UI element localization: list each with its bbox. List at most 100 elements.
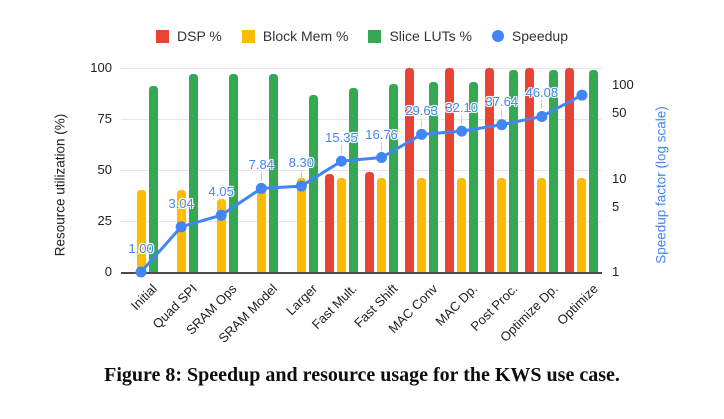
legend-item-slice-luts: Slice LUTs %: [368, 28, 472, 44]
legend-swatch-slice-luts: [368, 29, 382, 43]
speedup-point: [576, 89, 588, 101]
bar-slice-luts: [509, 70, 519, 272]
bar-slice-luts: [228, 74, 238, 272]
right-axis-tick-label: 100: [612, 77, 634, 92]
label-leader-line: [461, 115, 463, 125]
bar-block-mem: [537, 178, 547, 272]
bar-slice-luts: [589, 70, 599, 272]
speedup-point: [536, 110, 548, 122]
speedup-point: [135, 266, 147, 278]
speedup-value-label: 16.76: [365, 126, 398, 142]
right-axis-tick-label: 50: [612, 105, 627, 121]
bar-dsp: [525, 68, 535, 272]
bar-block-mem: [256, 190, 266, 272]
bar-slice-luts: [188, 74, 198, 272]
bar-block-mem: [497, 178, 507, 272]
legend-swatch-dsp: [156, 29, 169, 43]
label-leader-line: [220, 199, 222, 209]
bar-block-mem: [216, 198, 226, 272]
label-leader-line: [260, 172, 262, 182]
speedup-value-label: 4.05: [208, 184, 234, 200]
label-leader-line: [381, 141, 383, 151]
label-leader-line: [300, 170, 302, 180]
chart-legend: DSP % Block Mem % Slice LUTs % Speedup: [0, 28, 724, 44]
left-axis-tick-label: 50: [97, 162, 112, 177]
bar-dsp: [445, 68, 455, 272]
legend-label-dsp: DSP %: [177, 28, 222, 44]
bar-block-mem: [336, 178, 346, 272]
bar-dsp: [324, 174, 334, 272]
speedup-value-label: 8.30: [288, 155, 315, 171]
gridline: [121, 119, 602, 120]
speedup-point: [376, 152, 388, 164]
right-axis-title: Speedup factor (log scale): [653, 106, 669, 264]
label-leader-line: [501, 108, 503, 118]
bar-slice-luts: [469, 82, 479, 272]
speedup-value-label: 15.35: [325, 130, 358, 146]
speedup-point: [416, 128, 428, 140]
legend-swatch-speedup: [491, 30, 504, 42]
bar-dsp: [565, 68, 575, 272]
legend-item-dsp: DSP %: [156, 28, 222, 44]
x-axis-label: Initial: [127, 281, 160, 314]
speedup-value-label: 1.00: [128, 241, 154, 256]
gridline: [121, 68, 602, 69]
legend-item-speedup: Speedup: [491, 28, 568, 44]
speedup-value-label: 32.10: [445, 100, 478, 116]
bar-slice-luts: [148, 86, 158, 272]
left-axis-tick-label: 0: [104, 264, 112, 279]
left-axis-title: Resource utilization (%): [52, 113, 68, 257]
speedup-value-label: 37.64: [485, 93, 519, 109]
label-leader-line: [180, 210, 182, 220]
speedup-point: [335, 155, 347, 167]
label-leader-line: [140, 256, 142, 265]
plot-area: 1.00 3.04 4.05 7.84 8.30 15.35 16.76 29.63 32.10…: [121, 68, 602, 278]
speedup-line: [139, 93, 583, 273]
bar-slice-luts: [308, 94, 318, 272]
label-leader-line: [340, 145, 342, 155]
speedup-value-label: 3.04: [168, 195, 194, 211]
legend-label-speedup: Speedup: [511, 28, 568, 44]
bar-dsp: [485, 68, 495, 272]
bar-block-mem: [417, 178, 427, 272]
x-axis-label: Optimize: [553, 281, 601, 328]
speedup-value-label: 29.63: [405, 103, 438, 119]
left-axis-tick-label: 75: [97, 111, 112, 126]
speedup-value-label: 7.84: [248, 157, 274, 173]
bar-slice-luts: [268, 74, 278, 272]
label-leader-line: [421, 118, 423, 128]
bar-slice-luts: [389, 84, 399, 272]
legend-item-block-mem: Block Mem %: [241, 28, 349, 44]
speedup-point: [496, 119, 508, 131]
speedup-point: [175, 221, 187, 233]
bar-block-mem: [577, 178, 587, 272]
left-axis-tick-label: 25: [97, 213, 112, 228]
bar-block-mem: [457, 178, 467, 272]
speedup-point: [255, 182, 267, 194]
bar-slice-luts: [348, 88, 358, 272]
speedup-point: [456, 125, 468, 137]
gridline: [121, 221, 602, 222]
speedup-point: [215, 209, 227, 221]
speedup-point: [295, 180, 307, 192]
bar-block-mem: [136, 190, 146, 272]
label-leader-line: [541, 100, 543, 110]
legend-label-slice-luts: Slice LUTs %: [389, 28, 472, 44]
gridline: [121, 170, 602, 171]
bar-dsp: [365, 172, 375, 272]
right-axis-tick-label: 5: [612, 198, 620, 214]
bar-block-mem: [377, 178, 387, 272]
legend-swatch-block-mem: [241, 29, 255, 43]
bar-dsp: [405, 68, 415, 272]
right-axis-tick-label: 1: [612, 264, 620, 279]
x-axis-label: Larger: [282, 281, 320, 319]
speedup-line-layer: [135, 89, 588, 278]
legend-label-block-mem: Block Mem %: [262, 28, 349, 44]
figure-caption: Figure 8: Speedup and resource usage for…: [104, 364, 620, 386]
left-axis-tick-label: 100: [90, 60, 112, 75]
bar-slice-luts: [429, 82, 439, 272]
bar-block-mem: [296, 178, 306, 272]
speedup-value-label: 46.08: [525, 85, 559, 101]
bar-slice-luts: [549, 70, 559, 272]
